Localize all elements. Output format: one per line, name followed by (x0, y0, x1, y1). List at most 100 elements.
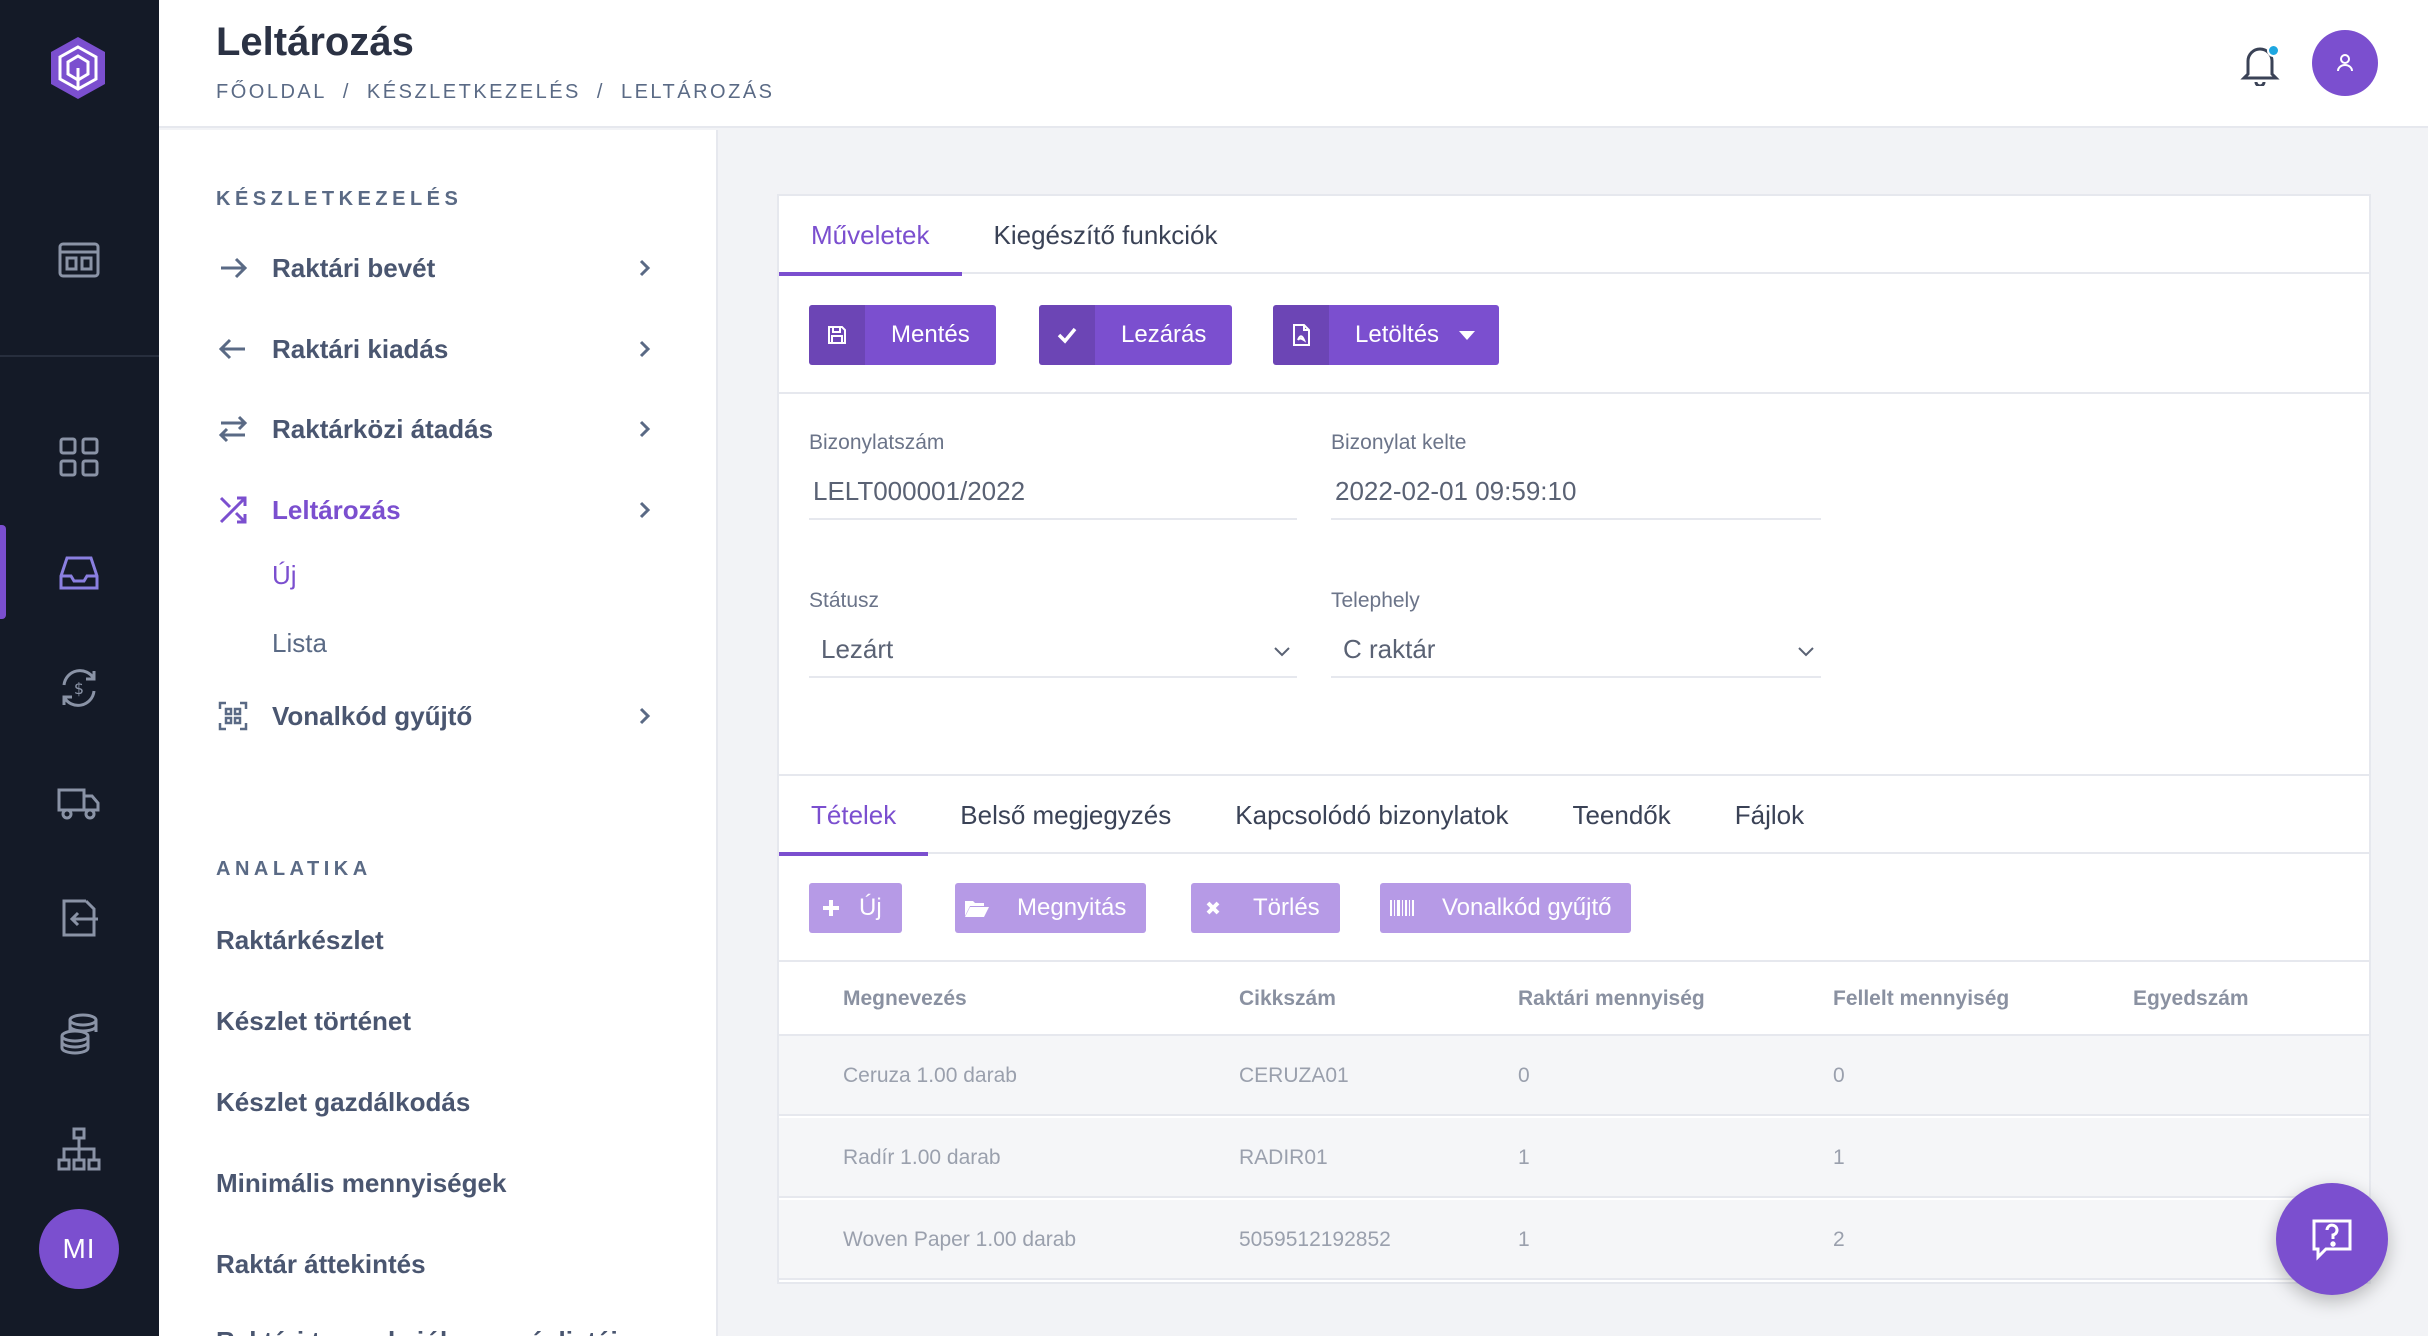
download-button[interactable]: Letöltés (1273, 305, 1500, 365)
doc-date-label: Bizonylat kelte (1331, 431, 1467, 454)
qr-scan-icon (216, 699, 250, 733)
card-tabs: Műveletek Kiegészítő funkciók (779, 196, 2369, 276)
nav-section-title: KÉSZLETKEZELÉS (216, 188, 463, 210)
chevron-right-icon (639, 420, 651, 438)
table-cell: 0 (1833, 1064, 1845, 1087)
inbox-icon[interactable] (56, 550, 102, 596)
doc-number-label: Bizonylatszám (809, 431, 945, 454)
nav-analytics-raktar-attekintes[interactable]: Raktár áttekintés (216, 1249, 426, 1279)
nav-subitem-uj[interactable]: Új (272, 560, 297, 590)
swap-arrows-icon (216, 412, 250, 446)
nav-item-label: Vonalkód gyűjtő (272, 700, 473, 731)
breadcrumb-separator: / (342, 81, 351, 103)
doc-date-field[interactable]: 2022-02-01 09:59:10 (1331, 464, 1821, 520)
table-header: Megnevezés Cikkszám Raktári mennyiség Fe… (779, 962, 2369, 1036)
chevron-right-icon (639, 707, 651, 725)
logo-icon[interactable] (45, 35, 111, 101)
currency-exchange-icon[interactable]: $ (56, 665, 102, 711)
nav-item-raktari-kiadas[interactable]: Raktári kiadás (216, 327, 656, 371)
left-rail: $ MI (0, 0, 159, 1336)
rail-active-indicator (0, 525, 6, 619)
hierarchy-icon[interactable] (56, 1126, 102, 1172)
nav-item-raktarkozi-atadas[interactable]: Raktárközi átadás (216, 407, 656, 451)
nav-analytics-tranzakciok[interactable]: Raktári tranzakciók mozgáslistája (216, 1326, 632, 1336)
column-header-egyedszam[interactable]: Egyedszám (2133, 987, 2249, 1010)
table-row[interactable]: Radír 1.00 darab RADIR01 1 1 (779, 1118, 2369, 1198)
breadcrumb: FŐOLDAL / KÉSZLETKEZELÉS / LELTÁROZÁS (216, 81, 775, 104)
table-cell: 0 (1518, 1064, 1530, 1087)
breadcrumb-current: LELTÁROZÁS (620, 81, 775, 103)
column-header-fellelt-mennyiseg[interactable]: Fellelt mennyiség (1833, 987, 2010, 1010)
table-row[interactable]: Woven Paper 1.00 darab 5059512192852 1 2 (779, 1200, 2369, 1280)
nav-section-title: ANALATIKA (216, 858, 372, 880)
truck-icon[interactable] (56, 780, 102, 826)
check-icon (1039, 305, 1095, 365)
column-header-raktari-mennyiseg[interactable]: Raktári mennyiség (1518, 987, 1705, 1010)
table-cell: 1 (1518, 1146, 1530, 1169)
avatar[interactable]: MI (39, 1209, 119, 1289)
nav-item-leltarozas[interactable]: Leltározás (216, 488, 656, 532)
nav-item-vonalkod-gyujto[interactable]: Vonalkód gyűjtő (216, 694, 656, 738)
breadcrumb-home[interactable]: FŐOLDAL (216, 81, 327, 103)
nav-analytics-minimalis-mennyisegek[interactable]: Minimális mennyiségek (216, 1168, 507, 1198)
table-cell: Ceruza 1.00 darab (843, 1064, 1017, 1087)
tab-teendok[interactable]: Teendők (1572, 800, 1671, 830)
nav-analytics-raktarkeszlet[interactable]: Raktárkészlet (216, 925, 384, 955)
nav-item-raktari-bevet[interactable]: Raktári bevét (216, 246, 656, 290)
chevron-right-icon (639, 259, 651, 277)
status-select-value: Lezárt (821, 633, 894, 664)
table-cell: RADIR01 (1239, 1146, 1328, 1169)
site-select[interactable]: C raktár (1331, 622, 1821, 678)
breadcrumb-inventory[interactable]: KÉSZLETKEZELÉS (366, 81, 581, 103)
chevron-down-icon (1274, 647, 1290, 657)
nav-item-label: Leltározás (272, 494, 401, 525)
doc-number-field[interactable]: LELT000001/2022 (809, 464, 1297, 520)
table-cell: 1 (1833, 1146, 1845, 1169)
tab-kapcsolodo-bizonylatok[interactable]: Kapcsolódó bizonylatok (1235, 800, 1509, 830)
floppy-icon (809, 305, 865, 365)
new-item-button[interactable]: Új (809, 883, 902, 933)
open-item-button[interactable]: Megnyitás (955, 883, 1147, 933)
barcode-collector-button[interactable]: Vonalkód gyűjtő (1380, 883, 1632, 933)
table-cell: Radír 1.00 darab (843, 1146, 1001, 1169)
status-label: Státusz (809, 589, 880, 612)
column-header-megnevezes[interactable]: Megnevezés (843, 987, 967, 1010)
help-chat-icon (2312, 1219, 2352, 1261)
open-item-button-label: Megnyitás (1017, 894, 1127, 921)
nav-analytics-keszlet-tortenet[interactable]: Készlet történet (216, 1006, 412, 1036)
save-button[interactable]: Mentés (809, 305, 996, 365)
status-select[interactable]: Lezárt (809, 622, 1297, 678)
new-item-button-label: Új (859, 894, 882, 921)
rail-logo-area (0, 0, 159, 357)
arrow-left-icon (216, 332, 250, 366)
tab-kiegeszito-funkciok[interactable]: Kiegészítő funkciók (993, 220, 1218, 250)
arrow-right-icon (216, 251, 250, 285)
coins-icon[interactable] (56, 1010, 102, 1056)
apps-grid-icon[interactable] (56, 434, 102, 480)
close-icon (1191, 883, 1235, 933)
tab-fajlok[interactable]: Fájlok (1734, 800, 1805, 830)
table-cell: Woven Paper 1.00 darab (843, 1228, 1077, 1251)
breadcrumb-separator: / (596, 81, 605, 103)
table-row[interactable]: Ceruza 1.00 darab CERUZA01 0 0 (779, 1036, 2369, 1116)
bell-icon[interactable] (2240, 42, 2280, 86)
tab-muveletek[interactable]: Műveletek (779, 196, 962, 276)
delete-item-button[interactable]: Törlés (1191, 883, 1340, 933)
tab-tetelek[interactable]: Tételek (779, 776, 929, 856)
tab-belso-megjegyzes[interactable]: Belső megjegyzés (960, 800, 1172, 830)
user-menu-button[interactable] (2312, 30, 2378, 96)
detail-tabs: Tételek Belső megjegyzés Kapcsolódó bizo… (779, 776, 2369, 856)
dashboard-icon[interactable] (56, 237, 102, 283)
import-icon[interactable] (56, 895, 102, 941)
chevron-right-icon (639, 501, 651, 519)
help-button[interactable] (2276, 1183, 2388, 1295)
close-document-button[interactable]: Lezárás (1039, 305, 1233, 365)
document-card: Műveletek Kiegészítő funkciók Mentés Lez… (777, 194, 2371, 1284)
table-cell: 1 (1518, 1228, 1530, 1251)
pdf-file-icon (1273, 305, 1329, 365)
nav-analytics-keszlet-gazdalkodas[interactable]: Készlet gazdálkodás (216, 1087, 471, 1117)
column-header-cikkszam[interactable]: Cikkszám (1239, 987, 1336, 1010)
table-cell: 2 (1833, 1228, 1845, 1251)
svg-text:$: $ (74, 679, 84, 698)
nav-subitem-lista[interactable]: Lista (272, 628, 327, 658)
